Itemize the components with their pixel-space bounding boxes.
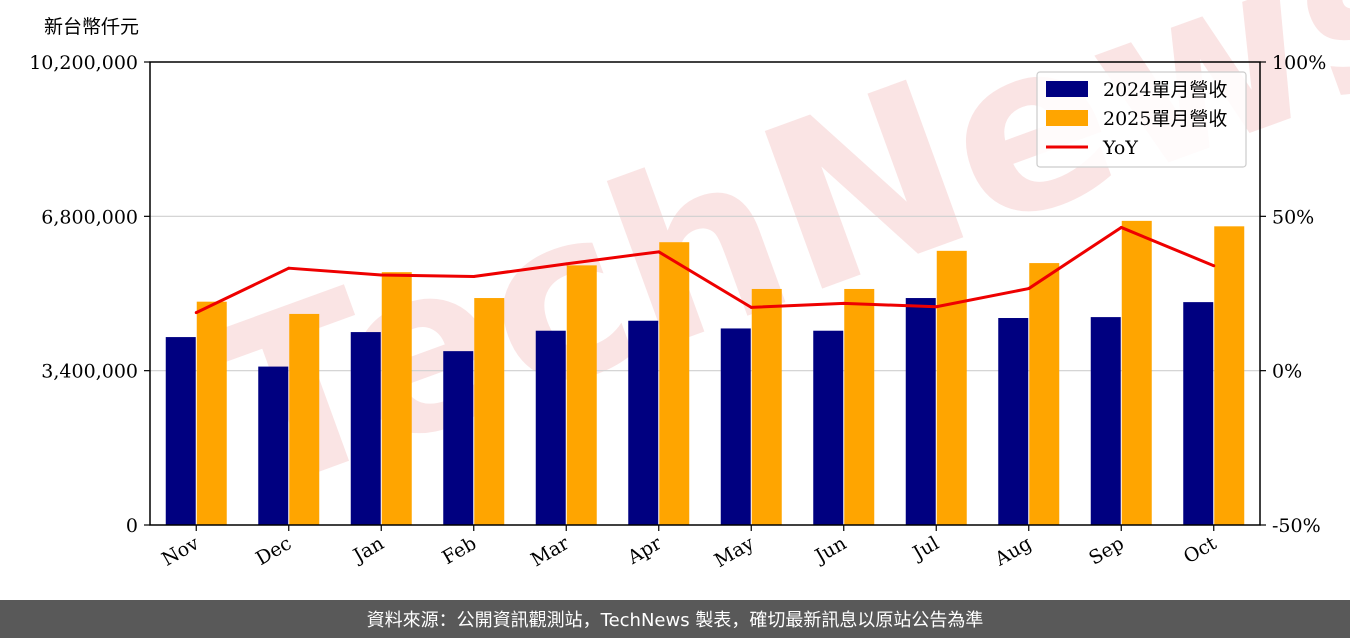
bar-2025-dec — [289, 313, 320, 525]
x-tick-label-jun: Jun — [810, 532, 851, 568]
bar-2025-oct — [1214, 226, 1245, 525]
yoy-point-sep — [1119, 225, 1123, 229]
bar-2025-mar — [566, 265, 597, 525]
x-tick-label-oct: Oct — [1180, 532, 1221, 568]
x-tick-label-feb: Feb — [438, 532, 480, 569]
bar-2024-may — [720, 328, 751, 525]
bar-2024-dec — [258, 366, 289, 525]
gridlines — [150, 215, 1260, 372]
x-tick-label-aug: Aug — [990, 532, 1035, 571]
bar-2024-nov — [165, 337, 196, 525]
right-tick-label: -50% — [1272, 515, 1321, 537]
bar-2024-jun — [813, 330, 844, 525]
right-tick-label: 0% — [1272, 361, 1302, 383]
axes — [144, 61, 1266, 531]
bar-2025-apr — [659, 242, 690, 526]
x-tick-label-sep: Sep — [1085, 532, 1128, 569]
yoy-line — [195, 225, 1215, 314]
x-tick-label-may: May — [711, 532, 758, 572]
bar-2025-jul — [936, 250, 967, 526]
bars — [165, 220, 1245, 526]
bar-2024-oct — [1183, 302, 1214, 525]
bar-2025-nov — [196, 301, 227, 525]
bar-2025-jan — [381, 272, 412, 525]
yoy-point-jan — [379, 273, 383, 277]
bar-2024-aug — [998, 318, 1029, 525]
revenue-chart: TechNews 03,400,0006,800,00010,200,000-5… — [29, 0, 1350, 572]
yoy-point-feb — [472, 275, 476, 279]
legend-box — [1036, 71, 1247, 168]
x-tick-label-mar: Mar — [527, 532, 573, 571]
legend-label: YoY — [1102, 137, 1138, 159]
yoy-point-jul — [934, 305, 938, 309]
x-tick-label-jan: Jan — [348, 532, 388, 568]
yoy-point-mar — [564, 262, 568, 266]
right-tick-label: 100% — [1272, 52, 1326, 74]
bar-2025-jun — [844, 288, 875, 525]
bar-2024-apr — [628, 320, 659, 525]
bar-2024-mar — [535, 330, 566, 525]
left-tick-label: 6,800,000 — [41, 206, 138, 228]
legend-swatch — [1046, 81, 1088, 97]
bar-2024-jan — [350, 332, 381, 525]
yoy-point-dec — [287, 266, 291, 270]
bar-2024-sep — [1090, 317, 1121, 525]
bar-2024-feb — [443, 351, 474, 525]
yoy-point-apr — [657, 250, 661, 254]
plot-frame — [149, 61, 1261, 526]
legend: 2024單月營收 2025單月營收 YoY — [1036, 71, 1247, 168]
yoy-point-aug — [1027, 287, 1031, 291]
legend-swatch — [1046, 110, 1088, 126]
legend-label: 2024單月營收 — [1103, 79, 1227, 101]
bar-2025-feb — [474, 298, 505, 525]
yoy-point-jun — [842, 301, 846, 305]
yoy-line-layer — [194, 225, 1216, 315]
legend-label: 2025單月營收 — [1103, 108, 1227, 130]
right-tick-label: 50% — [1272, 206, 1314, 228]
source-footer: 資料來源：公開資訊觀測站，TechNews 製表，確切最新訊息以原站公告為準 — [0, 600, 1350, 638]
left-axis-unit: 新台幣仟元 — [44, 16, 139, 38]
x-tick-label-nov: Nov — [158, 532, 203, 571]
yoy-point-oct — [1212, 264, 1216, 268]
bar-2024-jul — [905, 298, 936, 525]
yoy-point-nov — [194, 311, 198, 315]
bar-2025-sep — [1121, 220, 1152, 525]
x-tick-label-apr: Apr — [623, 532, 666, 569]
left-tick-label: 10,200,000 — [29, 52, 138, 74]
left-tick-label: 0 — [126, 515, 138, 537]
left-tick-label: 3,400,000 — [41, 361, 138, 383]
bar-2025-aug — [1029, 263, 1060, 525]
bar-2025-may — [751, 288, 782, 525]
yoy-point-may — [749, 305, 753, 309]
x-tick-label-jul: Jul — [908, 532, 943, 565]
